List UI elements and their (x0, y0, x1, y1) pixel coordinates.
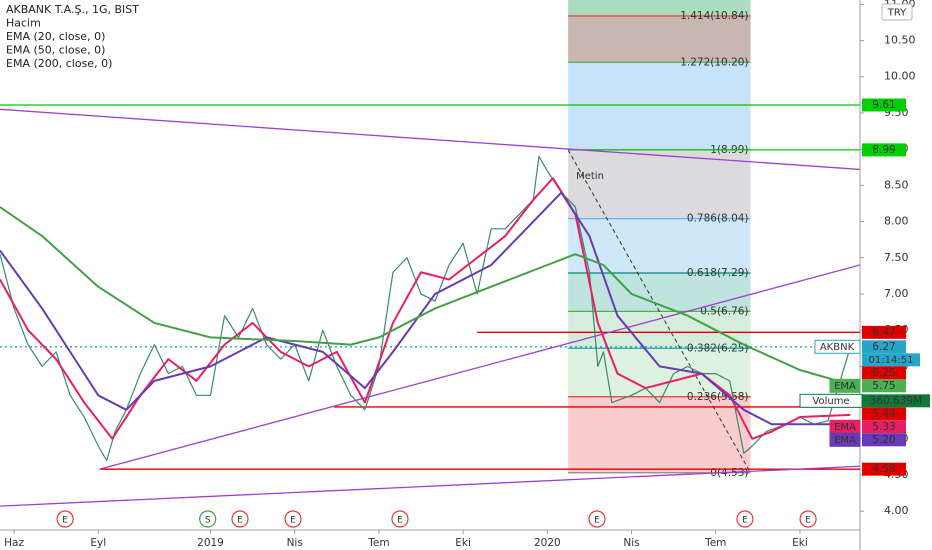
x-tick-label: Nis (623, 537, 639, 549)
price-tag-value: 9.61 (872, 99, 895, 111)
price-tag-box (862, 462, 906, 476)
price-tag-value: 6.27 (872, 341, 895, 353)
volume-tag-value: 360.639M (870, 395, 922, 407)
y-tick-label: 8.50 (884, 178, 909, 191)
fib-zone (568, 149, 751, 219)
event-label: E (397, 516, 403, 526)
x-tick-label: Tem (367, 537, 389, 549)
timer: 01:14:51 (869, 355, 914, 366)
currency-box (881, 3, 913, 21)
x-tick-label: Tem (704, 537, 726, 549)
event-marker (391, 510, 409, 528)
price-tag-value: 5.20 (872, 434, 895, 446)
price-tag-box (862, 98, 906, 112)
x-tick-label: 2019 (197, 537, 224, 549)
price-tag-name: EMA (834, 435, 856, 446)
price-tag-value: 6.25 (872, 367, 895, 379)
fib-label: 1.414(10.84) (680, 10, 748, 22)
price-tag-name-box (829, 432, 861, 447)
event-label: E (290, 516, 296, 526)
x-tick-label: Eyl (90, 537, 106, 549)
event-marker (588, 510, 606, 528)
x-tick-label: Eki (792, 537, 808, 549)
price-tag-box (862, 420, 906, 434)
price-tag-box (862, 340, 906, 354)
price-tag-name: AKBNK (820, 342, 855, 353)
timer-box (862, 353, 920, 367)
series-line (0, 206, 851, 386)
fib-zone (568, 218, 751, 273)
x-tick-label: Haz (4, 537, 24, 549)
fib-label: 0.5(6.76) (700, 305, 748, 317)
fib-zone (568, 0, 751, 16)
fib-zone (568, 311, 751, 349)
trendline (0, 465, 860, 507)
price-tag-value: 5.75 (872, 380, 895, 392)
x-tick-label: Nis (287, 537, 303, 549)
price-tag-value: 6.47 (872, 326, 895, 338)
price-tag-value: 8.99 (872, 144, 895, 156)
fib-zone (568, 396, 751, 473)
event-label: S (205, 516, 211, 526)
price-tag-value: 5.33 (872, 421, 895, 433)
plot-area: 1.414(10.84)1.272(10.20)1(8.99)0.786(8.0… (0, 0, 860, 507)
fib-label: 1.272(10.20) (680, 56, 748, 68)
annotation: Metin (576, 171, 604, 182)
y-tick-label: 10.00 (884, 70, 916, 83)
legend-entry: EMA (50, close, 0) (6, 44, 105, 57)
trendline (99, 264, 860, 470)
price-tag-name-box (829, 378, 861, 393)
legend-entry: EMA (20, close, 0) (6, 30, 105, 43)
legend-entry: Hacim (6, 17, 41, 30)
event-marker (284, 510, 302, 528)
y-tick-label: 8.00 (884, 215, 909, 228)
fib-label: 0.786(8.04) (687, 213, 749, 225)
fib-label: 0.382(6.25) (687, 342, 749, 354)
price-tag-value: 4.58 (872, 463, 895, 475)
x-tick-label: 2020 (534, 537, 561, 549)
legend-entry: AKBANK T.A.Ş., 1G, BIST (6, 3, 139, 16)
volume-tag-name: Volume (812, 396, 849, 407)
price-tag-box (862, 325, 906, 339)
fib-zone (568, 62, 751, 150)
price-tag-name: EMA (834, 422, 856, 433)
event-label: E (594, 516, 600, 526)
event-label: E (742, 516, 748, 526)
event-label: E (805, 516, 811, 526)
trendline (0, 108, 860, 171)
price-tag-name: EMA (834, 381, 856, 392)
fib-label: 0.236(5.58) (687, 391, 749, 403)
fib-diagonal (567, 149, 751, 474)
y-tick-label: 7.00 (884, 287, 909, 300)
currency: TRY (887, 8, 907, 19)
event-marker (199, 510, 217, 528)
y-tick-label: 4.00 (884, 504, 909, 517)
price-tag-box (862, 433, 906, 447)
event-marker (799, 510, 817, 528)
price-tag-value: 5.44 (872, 408, 896, 420)
series-line (0, 191, 851, 426)
price-tag-box (862, 407, 906, 421)
price-tag-box (862, 379, 906, 393)
event-marker (736, 510, 754, 528)
fib-label: 0.618(7.29) (687, 267, 749, 279)
y-tick-label: 7.50 (884, 251, 909, 264)
volume-tag-box (862, 394, 930, 408)
x-tick-label: Eki (455, 537, 471, 549)
y-tick-label: 10.50 (884, 34, 916, 47)
legend-entry: EMA (200, close, 0) (6, 57, 112, 70)
event-label: E (237, 516, 243, 526)
price-tag-box (862, 143, 906, 157)
series-line (0, 155, 852, 462)
event-marker (56, 510, 74, 528)
price-tag-box (862, 366, 906, 380)
price-tag-name-box (814, 339, 861, 354)
event-label: E (62, 516, 68, 526)
fib-zone (568, 15, 751, 63)
event-marker (231, 510, 249, 528)
